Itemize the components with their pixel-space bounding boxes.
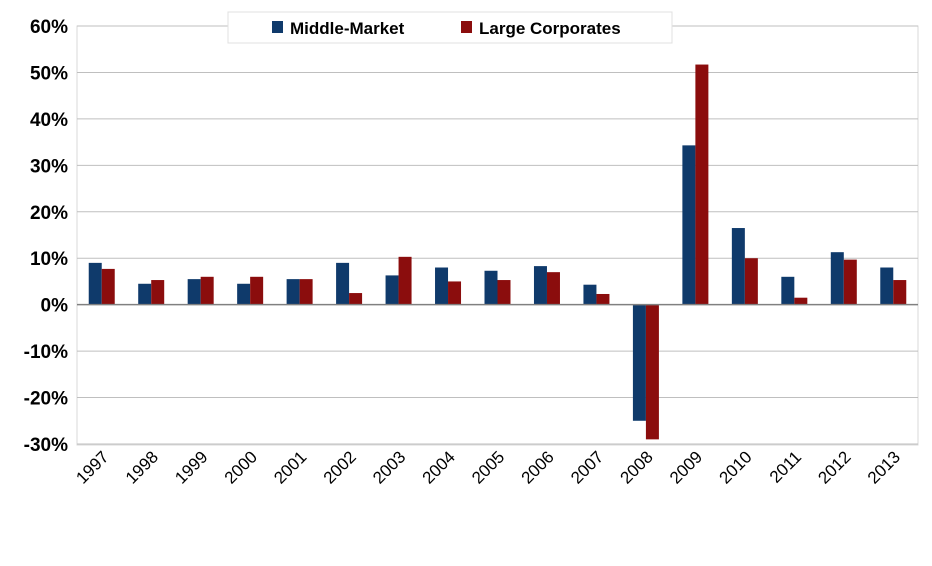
x-tick-label: 1998 xyxy=(122,447,162,487)
x-tick-label: 2005 xyxy=(468,447,508,487)
bar-large-corporates-2008 xyxy=(645,304,659,440)
x-tick-label: 2000 xyxy=(221,447,261,487)
legend-label-middle-market: Middle-Market xyxy=(290,19,405,38)
bar-large-corporates-2007 xyxy=(596,293,610,305)
bar-large-corporates-2009 xyxy=(695,64,709,305)
x-tick-label: 2004 xyxy=(419,447,459,487)
x-axis-ticks: 1997 1998 1999 2000 2001 2002 2003 2004 2005 2006… xyxy=(72,447,904,487)
x-tick-label: 2006 xyxy=(518,447,558,487)
bar-middle-market-2011 xyxy=(781,276,795,305)
bar-large-corporates-2013 xyxy=(893,280,907,305)
x-tick-label: 2010 xyxy=(715,447,755,487)
bar-large-corporates-1999 xyxy=(200,276,214,305)
bar-large-corporates-2006 xyxy=(546,272,560,305)
legend: Middle-Market Large Corporates xyxy=(227,11,673,44)
bar-large-corporates-2005 xyxy=(497,280,511,305)
bar-large-corporates-2011 xyxy=(794,297,808,305)
bar-large-corporates-1997 xyxy=(101,268,115,305)
x-tick-label: 2009 xyxy=(666,447,706,487)
bars xyxy=(88,64,907,440)
x-tick-label: 2012 xyxy=(814,447,854,487)
x-tick-label: 2007 xyxy=(567,447,607,487)
x-tick-label: 2002 xyxy=(320,447,360,487)
y-tick-label: 40% xyxy=(30,110,68,131)
x-tick-label: 1999 xyxy=(171,447,211,487)
bar-middle-market-2007 xyxy=(583,284,597,305)
bar-middle-market-2004 xyxy=(435,267,449,305)
bar-middle-market-1999 xyxy=(187,279,201,305)
gridlines xyxy=(77,25,918,445)
x-tick-label: 2011 xyxy=(766,447,805,486)
y-axis-ticks: 60% 50% 40% 30% 20% 10% 0% -10% -20% -30% xyxy=(24,17,68,456)
bar-large-corporates-2012 xyxy=(843,259,857,305)
bar-large-corporates-1998 xyxy=(151,280,165,305)
bar-large-corporates-2002 xyxy=(349,293,363,305)
x-tick-label: 2008 xyxy=(617,447,657,487)
legend-swatch-middle-market xyxy=(272,21,283,33)
y-tick-label: 0% xyxy=(41,296,69,317)
y-tick-label: -30% xyxy=(24,435,68,456)
bar-middle-market-2013 xyxy=(880,267,894,305)
bar-middle-market-1997 xyxy=(88,262,102,305)
bar-middle-market-2009 xyxy=(682,145,696,305)
legend-box xyxy=(227,11,673,44)
bar-large-corporates-2003 xyxy=(398,256,412,305)
plot-area xyxy=(76,25,919,446)
legend-swatch-large-corporates xyxy=(461,21,472,33)
y-tick-label: 30% xyxy=(30,156,68,177)
bar-middle-market-2012 xyxy=(830,252,844,305)
bar-middle-market-2000 xyxy=(237,283,251,305)
y-tick-label: -20% xyxy=(24,389,68,410)
y-tick-label: 50% xyxy=(30,63,68,84)
legend-label-large-corporates: Large Corporates xyxy=(479,19,621,38)
bar-middle-market-2005 xyxy=(484,270,498,305)
bar-middle-market-2006 xyxy=(533,266,547,305)
bar-large-corporates-2000 xyxy=(250,276,264,305)
bar-middle-market-2010 xyxy=(731,228,745,305)
bar-middle-market-2002 xyxy=(336,262,350,305)
y-tick-label: 20% xyxy=(30,203,68,224)
bar-large-corporates-2010 xyxy=(744,258,758,305)
bar-large-corporates-2001 xyxy=(299,279,313,305)
y-tick-label: 10% xyxy=(30,249,68,270)
x-tick-label: 1997 xyxy=(72,447,112,487)
bar-middle-market-2003 xyxy=(385,275,399,305)
bar-middle-market-1998 xyxy=(138,283,152,305)
y-tick-label: -10% xyxy=(24,342,68,363)
bar-large-corporates-2004 xyxy=(448,281,462,305)
x-tick-label: 2013 xyxy=(864,447,904,487)
y-tick-label: 60% xyxy=(30,17,68,38)
x-tick-label: 2003 xyxy=(369,447,409,487)
bar-middle-market-2001 xyxy=(286,279,300,305)
bar-middle-market-2008 xyxy=(632,304,646,421)
x-tick-label: 2001 xyxy=(270,447,310,487)
